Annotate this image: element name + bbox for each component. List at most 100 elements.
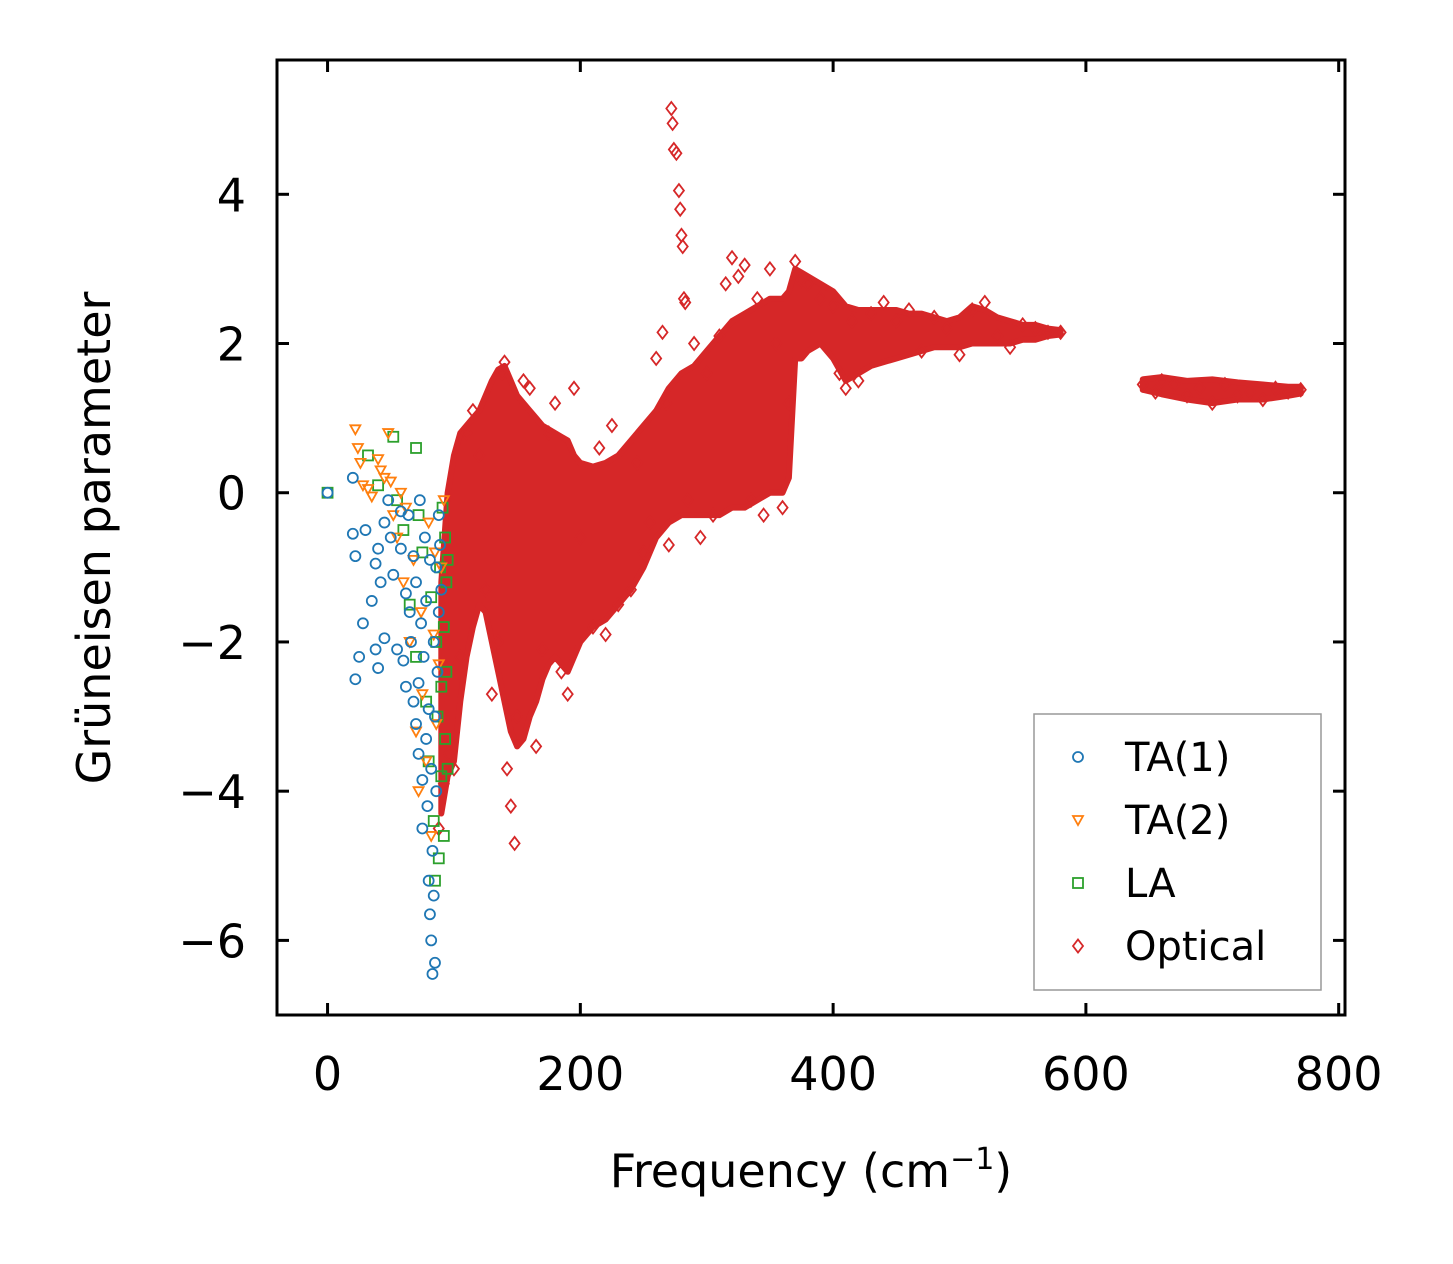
data-point xyxy=(542,425,555,442)
data-point xyxy=(397,524,410,536)
data-point xyxy=(417,650,430,663)
data-point xyxy=(605,417,619,434)
data-point xyxy=(431,665,444,678)
data-point xyxy=(801,275,814,292)
data-point xyxy=(713,328,726,345)
data-point xyxy=(353,457,367,470)
data-point xyxy=(429,710,441,723)
data-point xyxy=(1206,395,1219,412)
data-point xyxy=(420,595,433,607)
data-point xyxy=(991,328,1004,345)
data-point xyxy=(365,491,379,504)
data-point xyxy=(593,439,606,456)
data-point xyxy=(400,587,412,600)
series-ta-1 xyxy=(321,471,448,980)
data-point xyxy=(529,738,543,755)
data-point xyxy=(624,581,638,598)
data-point xyxy=(407,550,420,563)
data-point xyxy=(915,343,928,359)
data-point xyxy=(586,619,600,636)
data-point xyxy=(1029,320,1042,337)
data-point xyxy=(776,499,789,516)
data-point xyxy=(890,313,903,330)
data-point xyxy=(400,680,412,693)
series-optical xyxy=(432,100,1307,852)
data-point xyxy=(447,760,461,777)
data-point xyxy=(744,492,758,509)
legend-label: TA(2) xyxy=(1124,798,1230,844)
data-point xyxy=(418,531,431,544)
data-point xyxy=(500,760,514,777)
legend: TA(1) TA(2) LA Optical xyxy=(1033,713,1322,991)
data-point xyxy=(386,510,400,522)
data-point xyxy=(548,395,562,412)
data-point xyxy=(495,365,509,382)
legend-marker xyxy=(1071,815,1085,827)
data-point xyxy=(612,596,625,613)
data-point xyxy=(412,786,426,799)
data-point xyxy=(397,654,410,667)
data-point xyxy=(814,290,827,307)
data-point xyxy=(454,648,467,665)
data-point xyxy=(656,324,669,341)
data-point xyxy=(353,650,366,663)
data-point xyxy=(435,583,448,596)
data-point xyxy=(660,395,673,412)
data-point xyxy=(1149,384,1162,400)
data-point xyxy=(852,372,865,389)
data-point xyxy=(517,372,530,389)
data-point xyxy=(561,686,574,703)
data-point xyxy=(409,726,423,739)
data-point xyxy=(416,822,429,835)
data-point xyxy=(410,718,422,730)
data-point xyxy=(1003,339,1017,356)
data-point xyxy=(421,800,434,812)
data-point xyxy=(384,531,397,544)
data-point xyxy=(536,641,549,658)
data-point xyxy=(430,785,443,798)
data-point xyxy=(321,486,334,499)
data-point xyxy=(666,115,679,132)
y-tick-label: 2 xyxy=(217,318,246,372)
optical-density-band xyxy=(438,265,1064,817)
data-point xyxy=(877,294,890,311)
data-point xyxy=(378,632,391,645)
axes-frame xyxy=(275,58,1347,1017)
legend-marker xyxy=(1071,938,1085,954)
legend-item: TA(1) xyxy=(1072,735,1230,781)
data-point xyxy=(378,516,391,529)
data-point xyxy=(349,673,362,686)
data-point xyxy=(555,663,568,680)
legend-item: Optical xyxy=(1071,924,1266,970)
data-point xyxy=(359,524,372,536)
data-point xyxy=(1294,381,1307,398)
data-point xyxy=(966,301,979,318)
data-point xyxy=(1041,324,1055,341)
data-point xyxy=(407,695,420,708)
x-axis: 0 200 400 600 800 xyxy=(313,60,1383,1101)
data-point xyxy=(432,606,445,619)
data-point xyxy=(599,626,612,643)
data-point xyxy=(429,956,441,969)
data-point xyxy=(637,544,650,561)
data-point xyxy=(413,494,426,507)
data-point xyxy=(795,272,808,289)
data-point xyxy=(511,708,524,725)
data-point xyxy=(412,747,425,760)
data-point xyxy=(567,380,581,397)
x-tick-label: 0 xyxy=(313,1047,342,1101)
data-point xyxy=(403,598,416,611)
data-point xyxy=(382,494,395,507)
data-point xyxy=(437,621,450,633)
data-point xyxy=(427,636,440,648)
legend-marker xyxy=(1072,877,1084,889)
data-point xyxy=(466,402,480,419)
data-point xyxy=(435,680,448,693)
data-point xyxy=(412,677,425,689)
data-point xyxy=(374,576,387,589)
data-point xyxy=(1180,387,1194,404)
data-point xyxy=(420,695,433,708)
data-point xyxy=(1155,372,1168,389)
data-point xyxy=(504,798,517,815)
legend-label: Optical xyxy=(1125,924,1266,970)
